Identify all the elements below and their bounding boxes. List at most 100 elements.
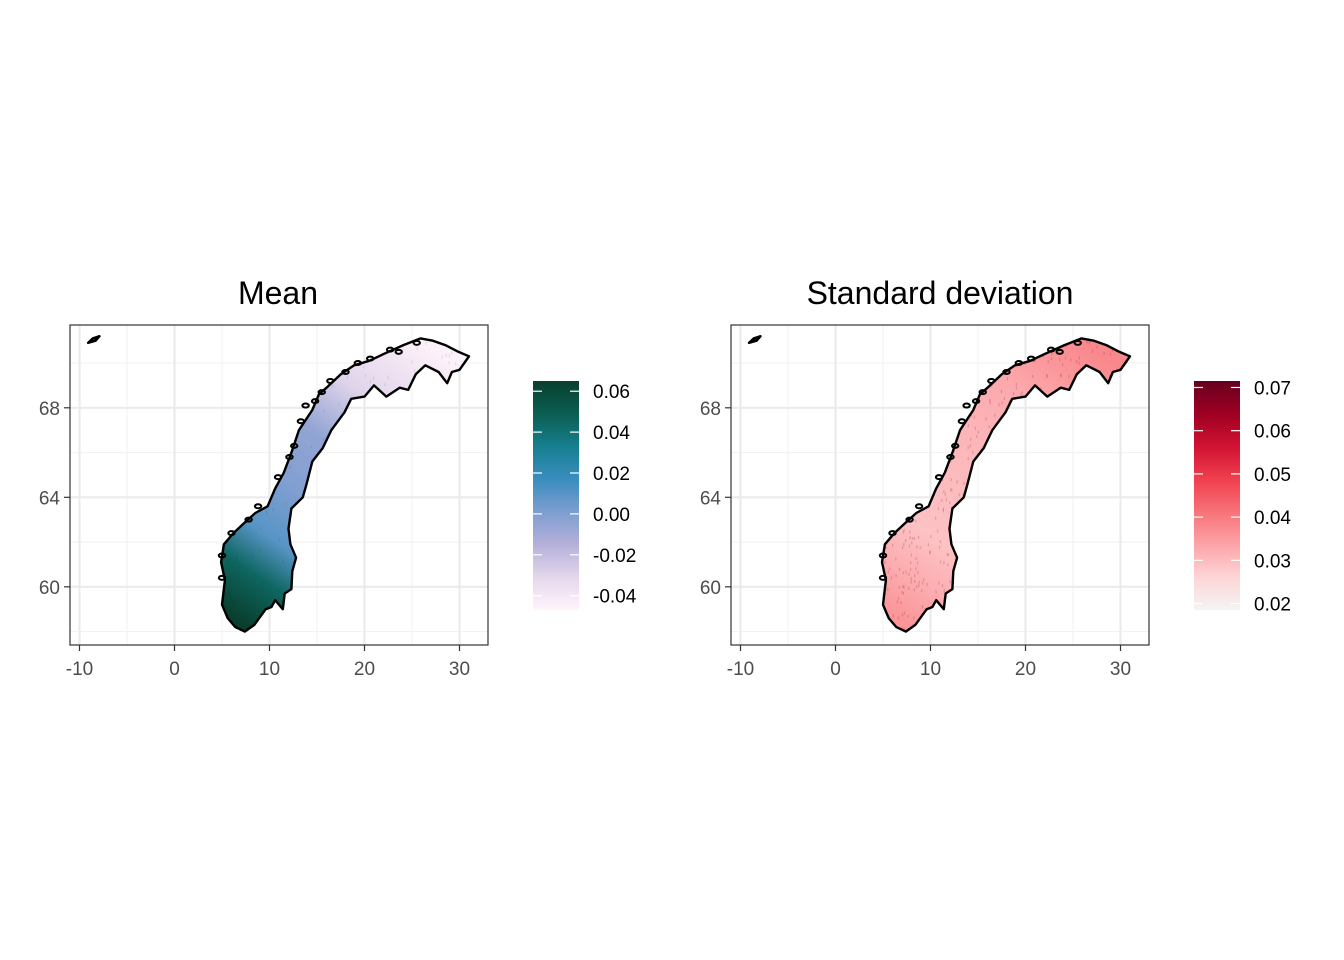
fill-speck: [962, 493, 964, 497]
fill-speck: [937, 529, 939, 533]
islet-outline: [273, 474, 283, 481]
fill-speck: [902, 530, 904, 534]
fill-speck: [909, 568, 912, 572]
fill-speck: [918, 535, 920, 539]
islet-outline: [301, 402, 310, 409]
fill-speck: [909, 536, 911, 540]
legend-label: 0.02: [1254, 595, 1291, 616]
fill-speck: [963, 481, 965, 485]
fill-speck: [373, 377, 375, 381]
islet-outline: [1046, 346, 1056, 353]
norway-fill-map: [221, 338, 469, 632]
islet-outline: [987, 377, 996, 384]
fill-speck: [951, 488, 953, 492]
fill-speck: [911, 536, 913, 540]
fill-speck: [991, 384, 993, 388]
legend-label: -0.02: [593, 546, 636, 567]
island-outline: [747, 335, 762, 345]
fill-speck: [903, 627, 905, 631]
fill-speck: [942, 478, 944, 482]
fill-speck: [292, 457, 294, 461]
fill-speck: [279, 538, 281, 542]
fill-speck: [257, 610, 259, 614]
fill-speck: [908, 544, 911, 548]
fill-speck: [227, 559, 229, 562]
islet-outline: [341, 368, 350, 375]
fill-speck: [938, 545, 941, 549]
fill-speck: [902, 585, 904, 589]
plot-area: [69, 324, 489, 646]
fill-speck: [240, 603, 242, 607]
y-tick-label: 68: [700, 399, 721, 420]
fill-speck: [1047, 360, 1049, 364]
fill-speck: [989, 399, 991, 402]
fill-speck: [918, 584, 920, 587]
islands: [747, 335, 1082, 581]
fill-speck: [955, 443, 957, 447]
fill-speck: [947, 553, 949, 557]
fill-speck: [1060, 374, 1062, 378]
y-tick-label: 60: [39, 578, 60, 599]
fill-speck: [917, 571, 919, 575]
fill-speck: [945, 498, 947, 502]
fill-speck: [1032, 375, 1034, 378]
fill-speck: [1033, 359, 1035, 363]
fill-speck: [903, 528, 905, 532]
fill-speck: [1015, 386, 1017, 390]
fill-speck: [921, 589, 923, 593]
fill-speck: [917, 561, 919, 565]
fill-speck: [260, 601, 262, 605]
islet-outline: [317, 389, 326, 396]
x-axis: -10 0 10 20 30: [727, 645, 1131, 680]
fill-speck: [910, 561, 912, 565]
y-axis: 60 64 68: [700, 399, 731, 599]
fill-speck: [1096, 345, 1098, 349]
islet-outline: [244, 516, 253, 523]
islet-outline: [366, 355, 375, 362]
fill-speck: [958, 493, 960, 497]
fill-speck: [227, 590, 229, 594]
fill-speck: [950, 488, 952, 492]
fill-speck: [903, 543, 905, 546]
panel-border: [730, 324, 1150, 646]
y-tick-label: 60: [700, 578, 721, 599]
fill-speck: [272, 508, 274, 512]
fill-speck: [942, 509, 944, 513]
islet-outline: [296, 418, 306, 425]
colorbar: [1194, 381, 1240, 610]
islet-outline: [385, 346, 395, 353]
fill-speck: [988, 425, 990, 429]
fill-speck: [267, 512, 269, 516]
fill-speck: [1015, 382, 1017, 386]
color-legend: 0.06 0.04 0.02 0.00 -0.02 -0.04: [533, 381, 637, 610]
fill-speck: [332, 384, 334, 388]
fill-speck: [974, 426, 976, 430]
islet-outline: [217, 574, 227, 581]
fill-speck: [1021, 391, 1023, 395]
x-tick-label: 10: [920, 659, 941, 680]
fill-speck: [233, 561, 235, 565]
fill-speck: [1091, 349, 1094, 353]
fill-speck: [282, 560, 284, 563]
fill-speck: [901, 591, 903, 594]
fill-speck: [889, 567, 891, 571]
fill-speck: [289, 466, 292, 469]
fill-speck: [949, 501, 951, 505]
islet-outline: [905, 516, 914, 523]
fill-speck: [1046, 375, 1048, 378]
islet-outline: [1014, 360, 1024, 367]
x-tick-label: 20: [354, 659, 375, 680]
fill-speck: [238, 565, 240, 569]
fill-speck: [914, 580, 916, 583]
fill-speck: [259, 549, 261, 553]
panel-mean: Mean -10 0 10 20 30 60 64 68: [39, 275, 637, 680]
fill-speck: [938, 581, 940, 585]
islet-outline: [951, 442, 960, 449]
fill-speck: [897, 616, 899, 620]
islet-outline: [326, 377, 335, 384]
fill-speck: [884, 560, 886, 564]
fill-speck: [956, 480, 958, 484]
y-tick-label: 64: [39, 488, 61, 509]
islet-outline: [310, 398, 320, 405]
fill-speck: [887, 570, 889, 574]
